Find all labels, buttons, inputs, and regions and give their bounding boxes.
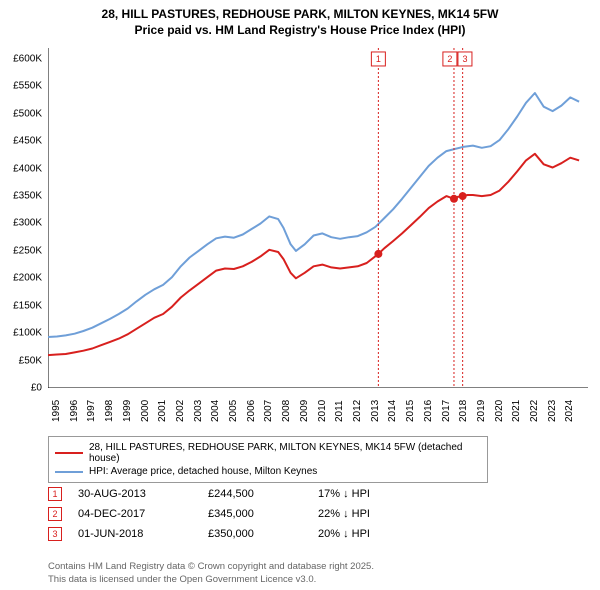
sale-date: 01-JUN-2018 — [78, 528, 208, 540]
x-tick-label: 1995 — [51, 400, 62, 422]
legend-label: 28, HILL PASTURES, REDHOUSE PARK, MILTON… — [89, 442, 481, 464]
sale-delta: 20% ↓ HPI — [318, 528, 428, 540]
x-tick-label: 2011 — [334, 400, 345, 422]
y-tick-label: £400K — [13, 163, 42, 174]
plot-area: 1 23 — [48, 48, 588, 388]
x-tick-label: 2012 — [352, 400, 363, 422]
annotation-num-3: 3 — [462, 54, 467, 64]
x-tick-label: 2007 — [263, 400, 274, 422]
x-tick-label: 1996 — [69, 400, 80, 422]
x-tick-label: 2016 — [423, 400, 434, 422]
sale-price: £244,500 — [208, 488, 318, 500]
y-tick-label: £250K — [13, 245, 42, 256]
sale-date: 04-DEC-2017 — [78, 508, 208, 520]
chart-container: 28, HILL PASTURES, REDHOUSE PARK, MILTON… — [0, 0, 600, 590]
chart-title: 28, HILL PASTURES, REDHOUSE PARK, MILTON… — [0, 0, 600, 40]
legend-swatch — [55, 471, 83, 473]
series-property — [48, 154, 579, 355]
annotation-num-2: 2 — [447, 54, 452, 64]
sale-marker: 1 — [48, 487, 62, 501]
x-tick-label: 2015 — [405, 400, 416, 422]
x-tick-label: 2019 — [476, 400, 487, 422]
annotation-num-1: 1 — [376, 54, 381, 64]
legend-row: 28, HILL PASTURES, REDHOUSE PARK, MILTON… — [55, 441, 481, 465]
x-tick-label: 2021 — [511, 400, 522, 422]
y-tick-label: £300K — [13, 218, 42, 229]
x-tick-label: 2009 — [299, 400, 310, 422]
sale-delta: 22% ↓ HPI — [318, 508, 428, 520]
x-tick-label: 1999 — [122, 400, 133, 422]
y-axis-ticks: £0£50K£100K£150K£200K£250K£300K£350K£400… — [0, 48, 46, 388]
title-line2: Price paid vs. HM Land Registry's House … — [10, 22, 590, 38]
title-line1: 28, HILL PASTURES, REDHOUSE PARK, MILTON… — [10, 6, 590, 22]
sales-row: 3 01-JUN-2018£350,00020% ↓ HPI — [48, 524, 528, 544]
x-axis-ticks: 1995 1996 1997 1998 1999 2000 2001 2002 2003 2004… — [48, 388, 588, 436]
y-tick-label: £450K — [13, 136, 42, 147]
legend: 28, HILL PASTURES, REDHOUSE PARK, MILTON… — [48, 436, 488, 483]
x-tick-label: 1997 — [86, 400, 97, 422]
footer-line1: Contains HM Land Registry data © Crown c… — [48, 561, 374, 573]
x-tick-label: 2008 — [281, 400, 292, 422]
x-tick-label: 1998 — [104, 400, 115, 422]
x-tick-label: 2018 — [458, 400, 469, 422]
sales-table: 1 30-AUG-2013£244,50017% ↓ HPI 2 04-DEC-201… — [48, 484, 528, 544]
x-tick-label: 2005 — [228, 400, 239, 422]
x-tick-label: 2006 — [246, 400, 257, 422]
x-tick-label: 2003 — [193, 400, 204, 422]
footer-attribution: Contains HM Land Registry data © Crown c… — [48, 561, 374, 586]
y-tick-label: £350K — [13, 191, 42, 202]
x-tick-label: 2014 — [387, 400, 398, 422]
x-tick-label: 2024 — [564, 400, 575, 422]
sale-marker: 2 — [48, 507, 62, 521]
legend-label: HPI: Average price, detached house, Milt… — [89, 466, 317, 477]
sale-delta: 17% ↓ HPI — [318, 488, 428, 500]
sales-row: 1 30-AUG-2013£244,50017% ↓ HPI — [48, 484, 528, 504]
sale-date: 30-AUG-2013 — [78, 488, 208, 500]
y-tick-label: £50K — [19, 355, 42, 366]
sale-price: £345,000 — [208, 508, 318, 520]
x-tick-label: 2000 — [140, 400, 151, 422]
sale-marker: 3 — [48, 527, 62, 541]
x-tick-label: 2017 — [441, 400, 452, 422]
x-tick-label: 2010 — [317, 400, 328, 422]
x-tick-label: 2022 — [529, 400, 540, 422]
legend-row: HPI: Average price, detached house, Milt… — [55, 465, 481, 478]
y-tick-label: £550K — [13, 81, 42, 92]
y-tick-label: £600K — [13, 53, 42, 64]
legend-swatch — [55, 452, 83, 454]
x-tick-label: 2002 — [175, 400, 186, 422]
plot-svg: 1 23 — [48, 48, 588, 388]
footer-line2: This data is licensed under the Open Gov… — [48, 574, 374, 586]
x-tick-label: 2023 — [547, 400, 558, 422]
y-tick-label: £150K — [13, 300, 42, 311]
y-tick-label: £100K — [13, 328, 42, 339]
y-tick-label: £500K — [13, 108, 42, 119]
x-tick-label: 2004 — [210, 400, 221, 422]
sale-price: £350,000 — [208, 528, 318, 540]
x-tick-label: 2001 — [157, 400, 168, 422]
y-tick-label: £200K — [13, 273, 42, 284]
x-tick-label: 2020 — [494, 400, 505, 422]
sales-row: 2 04-DEC-2017£345,00022% ↓ HPI — [48, 504, 528, 524]
x-tick-label: 2013 — [370, 400, 381, 422]
series-hpi — [48, 93, 579, 337]
y-tick-label: £0 — [31, 383, 42, 394]
